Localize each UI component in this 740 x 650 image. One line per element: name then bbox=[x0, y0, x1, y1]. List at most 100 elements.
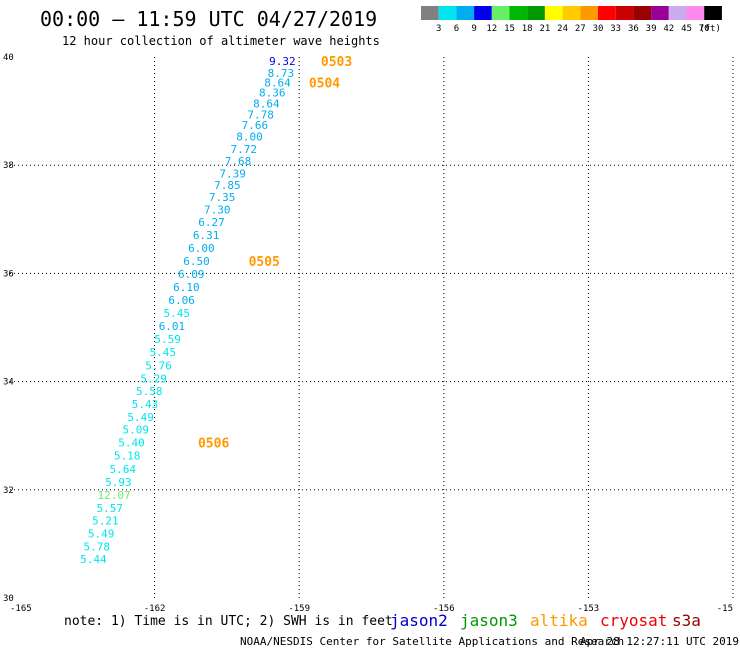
colorbar-swatch bbox=[704, 6, 722, 20]
colorbar-label: 36 bbox=[628, 24, 639, 34]
footer-note: note: 1) Time is in UTC; 2) SWH is in fe… bbox=[64, 614, 393, 629]
colorbar-label: 6 bbox=[454, 24, 459, 34]
swh-point: 5.93 bbox=[105, 476, 132, 489]
colorbar-label: 21 bbox=[539, 24, 550, 34]
swh-point: 7.78 bbox=[247, 108, 274, 121]
colorbar-label: 18 bbox=[522, 24, 533, 34]
colorbar-label: 33 bbox=[610, 24, 621, 34]
swh-point: 7.72 bbox=[231, 143, 258, 156]
swh-point: 5.78 bbox=[84, 541, 111, 554]
swh-points: 9.328.738.648.368.647.787.668.007.727.68… bbox=[80, 55, 295, 566]
colorbar-label: 3 bbox=[436, 24, 441, 34]
colorbar-label: 45 bbox=[681, 24, 692, 34]
swh-point: 12.07 bbox=[98, 489, 131, 502]
x-tick-label: -15 bbox=[717, 604, 733, 614]
swh-point: 6.06 bbox=[168, 294, 195, 307]
swh-point: 8.64 bbox=[253, 98, 280, 111]
swh-point: 5.09 bbox=[123, 424, 150, 437]
swh-point: 5.76 bbox=[145, 359, 172, 372]
swh-point: 5.64 bbox=[110, 463, 137, 476]
colorbar-swatch bbox=[491, 6, 510, 20]
colorbar-label: 39 bbox=[646, 24, 657, 34]
colorbar-swatch bbox=[633, 6, 652, 20]
swh-point: 5.45 bbox=[164, 307, 191, 320]
swh-point: 8.73 bbox=[268, 67, 295, 80]
page-title: 00:00 – 11:59 UTC 04/27/2019 bbox=[40, 7, 377, 31]
colorbar-swatch bbox=[438, 6, 457, 20]
swh-point: 5.21 bbox=[92, 515, 119, 528]
swh-point: 6.50 bbox=[183, 255, 210, 268]
x-tick-label: -162 bbox=[144, 604, 166, 614]
y-tick-label: 32 bbox=[3, 486, 14, 496]
swh-point: 8.36 bbox=[259, 87, 286, 100]
swh-point: 5.43 bbox=[132, 398, 159, 411]
swh-point: 5.18 bbox=[114, 450, 141, 463]
swh-point: 5.49 bbox=[127, 411, 154, 424]
y-tick-label: 38 bbox=[3, 161, 14, 171]
page-subtitle: 12 hour collection of altimeter wave hei… bbox=[62, 34, 380, 48]
colorbar-swatch bbox=[686, 6, 705, 20]
colorbar-swatch bbox=[651, 6, 669, 20]
swh-point: 7.30 bbox=[204, 204, 231, 217]
swh-point: 7.35 bbox=[209, 191, 236, 204]
colorbar-label: 42 bbox=[663, 24, 674, 34]
swh-point: 9.32 bbox=[269, 55, 296, 68]
colorbar-swatch bbox=[580, 6, 598, 20]
satellite-legend-jason2: jason2 bbox=[390, 611, 448, 630]
colorbar-swatch bbox=[615, 6, 634, 20]
x-tick-label: -156 bbox=[433, 604, 455, 614]
swh-point: 5.45 bbox=[150, 346, 177, 359]
time-label: 0504 bbox=[309, 76, 340, 91]
swh-point: 6.09 bbox=[178, 268, 205, 281]
colorbar-label: 12 bbox=[486, 24, 497, 34]
colorbar-unit: (ft) bbox=[699, 24, 721, 34]
swh-point: 5.49 bbox=[88, 528, 115, 541]
satellite-legend-cryosat: cryosat bbox=[600, 611, 667, 630]
colorbar-label: 15 bbox=[504, 24, 515, 34]
plot-area: -165 -162 -159 -156 -153 -15 30 32 34 36 38 40 9.32… bbox=[3, 53, 734, 614]
gridlines bbox=[10, 57, 734, 598]
colorbar-label: 9 bbox=[471, 24, 476, 34]
colorbar-swatch bbox=[509, 6, 528, 20]
swh-point: 7.39 bbox=[219, 167, 246, 180]
colorbar-swatch bbox=[598, 6, 616, 20]
y-tick-label: 36 bbox=[3, 269, 14, 279]
y-tick-label: 30 bbox=[3, 594, 14, 604]
swh-point: 6.27 bbox=[198, 216, 225, 229]
colorbar-swatch bbox=[562, 6, 581, 20]
swh-point: 8.64 bbox=[264, 76, 291, 89]
satellite-legend: jason2 jason3 altika cryosat s3a bbox=[390, 611, 701, 630]
satellite-legend-jason3: jason3 bbox=[460, 611, 518, 630]
time-label: 0503 bbox=[321, 55, 352, 70]
colorbar-swatch bbox=[421, 6, 439, 20]
footer-credit: NOAA/NESDIS Center for Satellite Applica… bbox=[240, 635, 624, 648]
x-tick-label: -159 bbox=[288, 604, 310, 614]
swh-point: 6.31 bbox=[193, 229, 220, 242]
swh-point: 7.66 bbox=[242, 119, 269, 132]
swh-point: 6.10 bbox=[173, 281, 200, 294]
colorbar-swatch bbox=[474, 6, 492, 20]
x-tick-label: -153 bbox=[578, 604, 600, 614]
satellite-legend-s3a: s3a bbox=[672, 611, 701, 630]
swh-point: 5.40 bbox=[118, 437, 145, 450]
time-label: 0505 bbox=[249, 255, 280, 270]
y-tick-label: 34 bbox=[3, 378, 14, 388]
footer-generated: Apr 28 12:27:11 UTC 2019 bbox=[580, 635, 739, 648]
swh-point: 7.85 bbox=[214, 179, 241, 192]
colorbar-label: 70 bbox=[699, 24, 710, 34]
colorbar-legend: 3 6 9 12 15 18 21 24 27 30 33 36 39 42 45 70(ft) bbox=[421, 6, 722, 34]
colorbar-label: 24 bbox=[557, 24, 568, 34]
swh-point: 8.00 bbox=[236, 131, 263, 144]
swh-point: 5.59 bbox=[154, 333, 181, 346]
time-label: 0506 bbox=[198, 437, 229, 452]
swh-point: 5.58 bbox=[136, 385, 163, 398]
colorbar-swatch bbox=[668, 6, 687, 20]
swh-point: 6.00 bbox=[188, 242, 215, 255]
swh-point: 7.68 bbox=[225, 155, 252, 168]
swh-point: 6.01 bbox=[159, 320, 186, 333]
x-tick-label: -165 bbox=[10, 604, 32, 614]
swh-point: 5.29 bbox=[140, 372, 167, 385]
colorbar-label: 27 bbox=[575, 24, 586, 34]
time-labels: 0503 0504 0505 0506 bbox=[198, 55, 352, 452]
